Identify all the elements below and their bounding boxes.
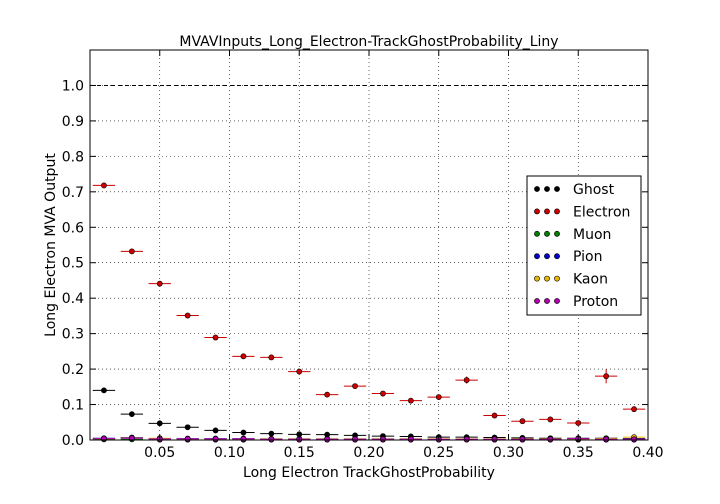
x-tick-label: 0.30 xyxy=(493,445,524,461)
legend-label: Proton xyxy=(573,294,618,310)
chart-title: MVAVInputs_Long_Electron-TrackGhostProba… xyxy=(179,34,558,50)
data-point xyxy=(101,387,107,394)
x-tick-label: 0.20 xyxy=(353,445,384,461)
y-tick-label: 0.4 xyxy=(62,291,84,307)
legend-item-pion: Pion xyxy=(534,249,602,265)
data-point xyxy=(156,420,163,427)
data-point xyxy=(212,427,219,434)
legend-marker xyxy=(554,253,560,260)
data-point xyxy=(407,436,414,443)
legend-item-ghost: Ghost xyxy=(534,182,615,198)
legend-marker xyxy=(544,230,550,237)
legend-marker xyxy=(534,275,540,282)
data-point xyxy=(352,436,358,443)
y-tick-label: 0.1 xyxy=(62,398,84,414)
data-point xyxy=(631,406,637,413)
data-point xyxy=(184,436,191,442)
x-tick-label: 0.40 xyxy=(632,445,663,461)
legend-marker xyxy=(554,275,560,282)
data-point xyxy=(435,394,442,400)
y-tick-label: 0.3 xyxy=(62,327,84,343)
legend-marker xyxy=(534,298,540,304)
data-point xyxy=(603,436,610,443)
legend-marker xyxy=(544,298,550,304)
y-axis-title: Long Electron MVA Output xyxy=(43,153,59,337)
y-tick-label: 1.0 xyxy=(62,78,84,94)
legend-marker xyxy=(534,208,540,215)
data-point xyxy=(268,436,275,443)
data-point xyxy=(547,416,554,423)
data-point xyxy=(491,412,498,419)
legend-marker xyxy=(534,253,540,260)
data-point xyxy=(631,436,637,443)
legend-label: Kaon xyxy=(573,272,608,288)
x-tick-label: 0.05 xyxy=(144,445,175,461)
data-point xyxy=(101,182,107,189)
y-tick-label: 0.9 xyxy=(62,114,84,130)
legend-item-muon: Muon xyxy=(534,227,611,243)
data-point xyxy=(603,373,610,380)
data-point xyxy=(240,353,247,360)
legend-marker xyxy=(534,230,540,237)
y-tick-label: 0.0 xyxy=(62,433,84,449)
data-point xyxy=(352,383,358,390)
data-point xyxy=(184,424,191,431)
legend-item-proton: Proton xyxy=(534,294,618,310)
data-point xyxy=(380,390,386,397)
data-point xyxy=(212,436,219,442)
legend-marker xyxy=(554,298,560,304)
data-point xyxy=(212,334,219,341)
data-point xyxy=(240,429,247,436)
legend-marker xyxy=(554,230,560,237)
data-point xyxy=(184,312,191,319)
data-point xyxy=(407,397,414,404)
data-point xyxy=(463,436,470,443)
x-tick-label: 0.10 xyxy=(214,445,245,461)
data-point xyxy=(156,280,163,287)
data-point xyxy=(240,436,247,442)
legend-marker xyxy=(544,186,550,192)
data-point xyxy=(519,418,526,425)
legend-label: Ghost xyxy=(573,182,615,198)
data-point xyxy=(547,436,554,443)
legend-item-electron: Electron xyxy=(534,204,630,220)
data-point xyxy=(519,436,526,443)
legend-label: Muon xyxy=(573,227,611,243)
data-point xyxy=(128,248,135,255)
data-point xyxy=(324,391,331,398)
data-point xyxy=(128,411,135,418)
legend-marker xyxy=(554,186,560,192)
x-tick-label: 0.25 xyxy=(423,445,454,461)
legend-marker xyxy=(544,253,550,260)
legend: Ghost Electron Muon Pion Kaon Proton xyxy=(526,175,642,316)
y-tick-label: 0.6 xyxy=(62,220,84,236)
x-tick-label: 0.35 xyxy=(563,445,594,461)
legend-item-kaon: Kaon xyxy=(534,272,608,288)
data-point xyxy=(380,436,386,443)
y-tick-label: 0.5 xyxy=(62,256,84,272)
data-point xyxy=(463,377,470,383)
data-point xyxy=(575,420,582,426)
data-point xyxy=(324,436,331,443)
legend-label: Electron xyxy=(573,204,630,220)
y-tick-label: 0.7 xyxy=(62,185,84,201)
legend-marker xyxy=(534,186,540,192)
y-tick-label: 0.2 xyxy=(62,362,84,378)
data-point xyxy=(491,436,498,443)
legend-box xyxy=(526,175,642,316)
legend-marker xyxy=(544,275,550,282)
y-tick-label: 0.8 xyxy=(62,149,84,165)
legend-marker xyxy=(554,208,560,215)
legend-marker xyxy=(544,208,550,215)
data-point xyxy=(268,430,275,437)
axis-ticks: 0.05 0.10 0.15 0.20 0.25 0.30 0.35 0.40 0.0 0.1 0.… xyxy=(62,50,664,461)
data-point xyxy=(268,354,275,361)
data-point xyxy=(296,368,303,375)
series-electron xyxy=(92,182,646,426)
x-axis-title: Long Electron TrackGhostProbability xyxy=(243,465,495,481)
legend-label: Pion xyxy=(573,249,602,265)
x-tick-label: 0.15 xyxy=(284,445,315,461)
